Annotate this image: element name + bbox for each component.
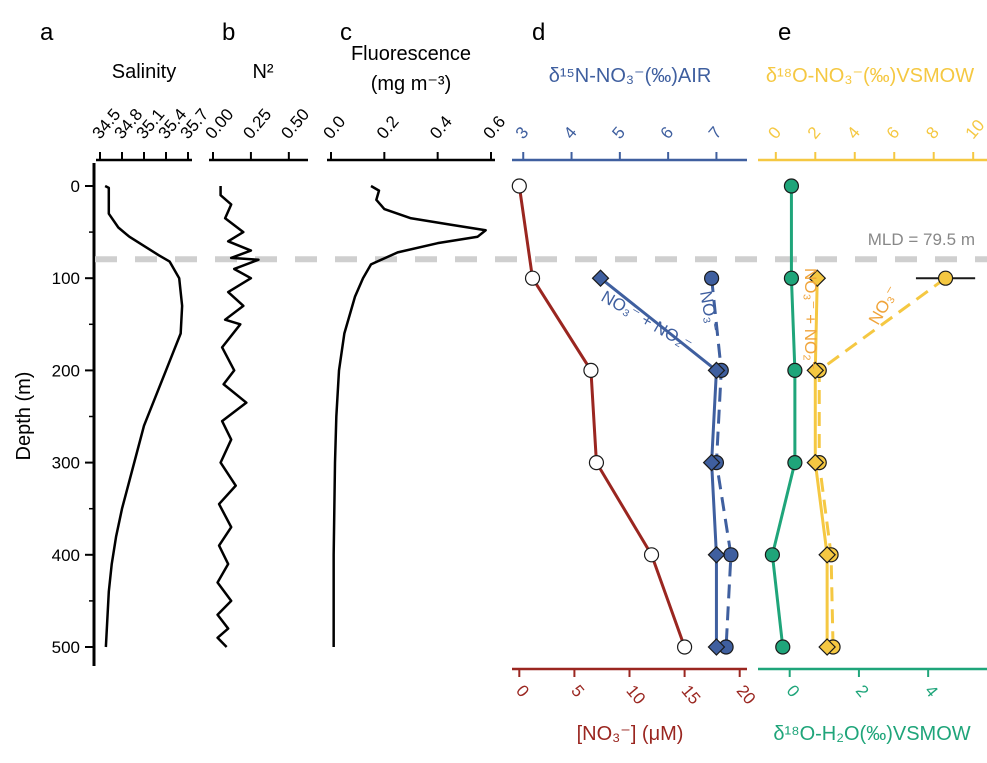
d15n-nitrate-nitrite-point <box>591 269 610 288</box>
top-tick-label-c: 0.6 <box>480 112 510 142</box>
d18o-water-point <box>783 270 800 286</box>
d18o-nitrate-nitrite-point <box>808 269 827 288</box>
bottom-axis-label-e: δ¹⁸O-H₂O(‰)VSMOW <box>773 723 970 745</box>
series-label-e-nitrate: NO₃⁻ <box>865 283 902 328</box>
d15n-nitrate-nitrite-point <box>702 453 721 472</box>
d15n-nitrate-nitrite-point <box>707 638 726 656</box>
nitrate-concentration-point <box>583 362 599 378</box>
bottom-tick-label-d: 15 <box>678 681 705 708</box>
depth-tick-label: 500 <box>52 638 80 657</box>
d18o-water-point <box>783 178 800 194</box>
top-tick-label-c: 0.4 <box>426 112 456 142</box>
nitrate-concentration-point <box>511 178 527 194</box>
title-a: Salinity <box>112 61 176 83</box>
top-tick-label-b: 0.00 <box>202 105 238 143</box>
bottom-tick-label-d: 20 <box>733 681 760 708</box>
n2-profile <box>216 186 260 648</box>
bottom-axis-label-d: [NO₃⁻] (μM) <box>577 723 684 745</box>
top-tick-label-d: 7 <box>705 123 726 142</box>
subtitle-c: (mg m⁻³) <box>371 73 452 95</box>
top-tick-label-e: 0 <box>764 123 785 142</box>
top-tick-label-c: 0.2 <box>373 112 403 142</box>
depth-axis-label: Depth (m) <box>13 372 35 461</box>
nitrate-concentration-point <box>524 270 541 286</box>
top-tick-label-d: 4 <box>560 123 581 142</box>
depth-tick-label: 300 <box>52 454 80 473</box>
nitrate-concentration-point <box>643 547 660 563</box>
salinity-profile <box>104 184 184 648</box>
depth-tick-label: 100 <box>52 269 80 288</box>
title-b: N² <box>252 61 273 83</box>
d15n-nitrate-nitrite-point <box>707 545 726 564</box>
series-label-d-nitrate: NO₃⁻ <box>696 289 722 333</box>
title-c: Fluorescence <box>351 43 471 65</box>
top-tick-label-e: 6 <box>883 123 904 142</box>
panel-letter-b: b <box>222 19 235 46</box>
d18o-water-line <box>770 186 797 648</box>
bottom-tick-label-e: 4 <box>921 681 942 700</box>
d15n-nitrate-nitrite-point <box>707 361 726 380</box>
d18o-nitrate-nitrite-point <box>818 545 836 564</box>
d18o-water-point <box>787 455 803 471</box>
top-tick-label-b: 0.50 <box>277 105 313 143</box>
depth-tick-label: 200 <box>52 361 80 380</box>
top-tick-label-d: 5 <box>608 123 629 142</box>
d18o-nitrate-nitrite-point <box>806 453 825 472</box>
top-tick-label-d: 6 <box>657 123 678 142</box>
top-tick-label-d: 3 <box>512 123 533 142</box>
d18o-water-point <box>764 547 780 563</box>
d18o-nitrate-line <box>817 276 947 648</box>
fluorescence-profile <box>332 184 487 647</box>
nitrate-concentration-point <box>676 639 693 655</box>
top-tick-label-e: 8 <box>922 123 943 142</box>
bottom-tick-label-d: 10 <box>622 681 649 708</box>
panel-letter-a: a <box>40 19 54 46</box>
d18o-nitrate-point <box>937 270 954 286</box>
nitrate-concentration-point <box>588 455 605 471</box>
depth-tick-label: 0 <box>71 177 80 196</box>
panel-letter-e: e <box>778 19 791 46</box>
series-label-d-combined: NO₃⁻ + NO₂⁻ <box>598 287 696 354</box>
top-tick-label-e: 4 <box>843 123 864 142</box>
bottom-tick-label-e: 2 <box>852 681 873 700</box>
d18o-water-point <box>787 362 803 378</box>
depth-tick-label: 400 <box>52 546 80 565</box>
d18o-nitrate-nitrite-point <box>806 361 825 380</box>
d15n-nitrate-point <box>704 270 720 286</box>
bottom-tick-label-e: 0 <box>783 681 804 700</box>
top-tick-label-c: 0.0 <box>320 112 350 142</box>
panel-letter-c: c <box>340 19 352 46</box>
d18o-water-point <box>775 639 791 655</box>
series-label-e-combined: NO₃⁻ + NO₂⁻ <box>801 268 820 370</box>
bottom-tick-label-d: 5 <box>567 681 588 700</box>
mld-label: MLD = 79.5 m <box>868 230 975 249</box>
top-axis-label-e: δ¹⁸O-NO₃⁻(‰)VSMOW <box>766 65 974 87</box>
top-tick-label-e: 2 <box>804 123 825 142</box>
top-tick-label-e: 10 <box>962 116 987 143</box>
top-tick-label-b: 0.25 <box>239 105 275 143</box>
nitrate-concentration-line <box>517 185 687 648</box>
d18o-nitrate-nitrite-point <box>818 638 836 656</box>
panel-letter-d: d <box>532 19 545 46</box>
bottom-tick-label-d: 0 <box>512 681 533 700</box>
d15n-nitrate-point <box>723 547 739 563</box>
top-axis-label-d: δ¹⁵N-NO₃⁻(‰)AIR <box>549 65 712 87</box>
